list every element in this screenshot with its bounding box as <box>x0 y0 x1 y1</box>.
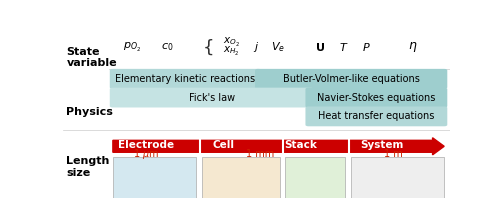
Text: Navier-Stokes equations: Navier-Stokes equations <box>317 93 436 103</box>
Text: $V_e$: $V_e$ <box>270 40 284 54</box>
Text: $c_0$: $c_0$ <box>161 41 173 53</box>
Text: Cell: Cell <box>212 141 234 151</box>
FancyBboxPatch shape <box>110 88 314 107</box>
Text: 1 m: 1 m <box>384 149 403 159</box>
Text: $j$: $j$ <box>253 40 260 54</box>
Text: $x_{O_2}$: $x_{O_2}$ <box>224 36 240 50</box>
Text: Fick's law: Fick's law <box>188 93 235 103</box>
FancyBboxPatch shape <box>306 107 448 126</box>
FancyArrow shape <box>113 138 444 155</box>
Text: $\eta$: $\eta$ <box>408 40 418 54</box>
Text: $p_{O_2}$: $p_{O_2}$ <box>123 41 142 54</box>
Text: Elementary kinetic reactions: Elementary kinetic reactions <box>116 74 256 84</box>
Text: Heat transfer equations: Heat transfer equations <box>318 111 434 121</box>
FancyBboxPatch shape <box>110 69 262 89</box>
Text: Stack: Stack <box>284 141 318 151</box>
Bar <box>113 157 196 198</box>
FancyBboxPatch shape <box>306 88 448 107</box>
Text: Physics: Physics <box>66 107 113 117</box>
Text: State
variable: State variable <box>66 47 117 68</box>
Text: $P$: $P$ <box>362 41 371 53</box>
Text: $\mathbf{U}$: $\mathbf{U}$ <box>315 41 325 53</box>
Text: Length
size: Length size <box>66 156 110 178</box>
Text: System: System <box>360 141 404 151</box>
Text: 1 mm: 1 mm <box>246 149 274 159</box>
Text: 1 $\mu$m: 1 $\mu$m <box>132 147 159 161</box>
Text: Butler-Volmer-like equations: Butler-Volmer-like equations <box>283 74 420 84</box>
Text: $x_{H_2}$: $x_{H_2}$ <box>224 45 240 58</box>
Bar <box>351 157 444 198</box>
Text: $T$: $T$ <box>338 41 348 53</box>
FancyBboxPatch shape <box>255 69 448 89</box>
Bar <box>286 157 346 198</box>
Text: $\{$: $\{$ <box>202 37 213 57</box>
Bar <box>202 157 280 198</box>
Text: Electrode: Electrode <box>118 141 174 151</box>
